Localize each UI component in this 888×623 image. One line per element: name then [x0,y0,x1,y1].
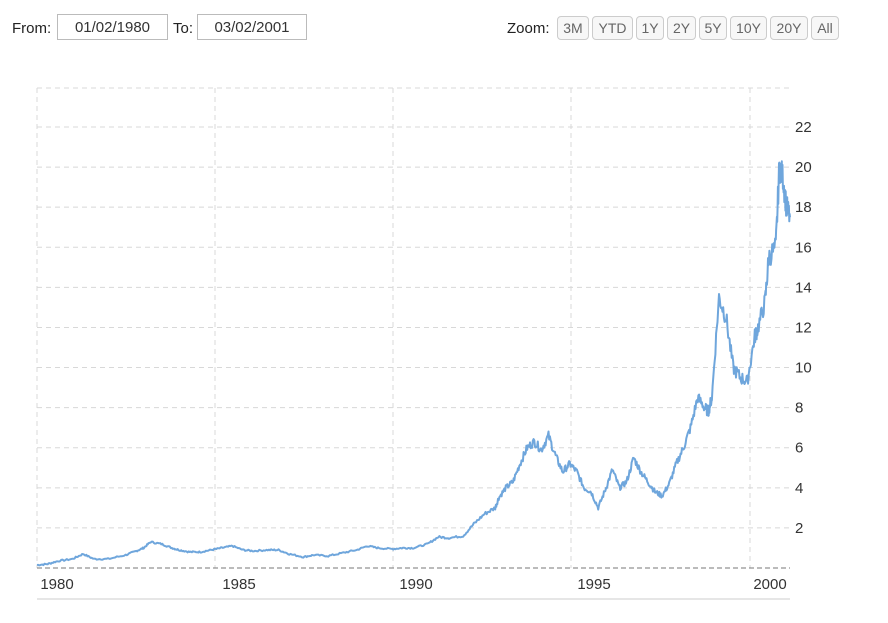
x-axis: 1980 1985 1990 1995 2000 [40,576,786,593]
zoom-20y-button[interactable]: 20Y [770,16,808,40]
y-tick-label: 6 [795,440,803,457]
y-tick-label: 2 [795,520,803,537]
x-tick-label: 2000 [753,576,786,593]
chart-grid [36,87,790,600]
x-tick-label: 1990 [399,576,432,593]
to-label: To: [173,20,194,37]
y-tick-label: 12 [795,319,812,336]
from-label: From: [12,20,52,37]
to-date-input[interactable] [197,14,307,40]
zoom-1y-button[interactable]: 1Y [636,16,664,40]
y-tick-label: 4 [795,480,803,497]
zoom-label: Zoom: [507,20,550,37]
from-date-input[interactable] [57,14,168,40]
series-line[interactable] [36,160,791,567]
zoom-ytd-button[interactable]: YTD [592,16,633,40]
x-tick-label: 1985 [222,576,255,593]
range-selector: From: To: Zoom: 3M YTD 1Y 2Y 5Y 10Y 20Y … [0,0,888,55]
zoom-5y-button[interactable]: 5Y [699,16,727,40]
y-tick-label: 22 [795,119,812,136]
y-axis: 2 4 6 8 10 12 14 16 18 20 22 [795,119,812,537]
y-tick-label: 8 [795,400,803,417]
x-tick-label: 1995 [577,576,610,593]
y-tick-label: 10 [795,360,812,377]
y-tick-label: 16 [795,239,812,256]
y-tick-label: 18 [795,199,812,216]
zoom-3m-button[interactable]: 3M [557,16,589,40]
x-tick-label: 1980 [40,576,73,593]
y-tick-label: 14 [795,279,812,296]
y-tick-label: 20 [795,159,812,176]
zoom-2y-button[interactable]: 2Y [667,16,696,40]
zoom-10y-button[interactable]: 10Y [730,16,767,40]
zoom-all-button[interactable]: All [811,16,839,40]
